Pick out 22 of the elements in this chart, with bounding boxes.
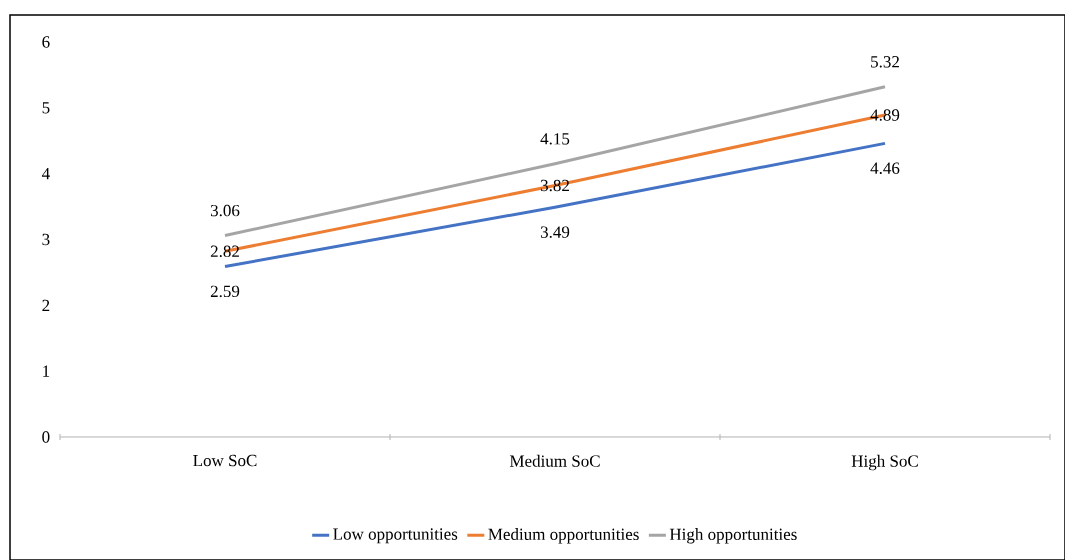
x-tick-label: Low SoC [193,454,257,467]
data-label: 3.49 [540,226,570,238]
y-tick-label: 2 [42,299,50,311]
legend-label: High opportunities [669,528,797,544]
y-tick-label: 4 [41,168,50,180]
y-tick-label: 0 [42,431,50,443]
data-label: 2.59 [210,285,240,298]
x-tick-label: High SoC [851,454,918,471]
data-label: 4.46 [870,162,900,175]
data-label: 2.82 [210,245,239,258]
data-label: 4.89 [870,109,900,121]
data-label: 3.82 [540,179,569,192]
legend-label: Medium opportunities [488,528,639,544]
legend-label: Low opportunities [333,528,458,544]
y-tick-label: 3 [42,233,50,246]
y-tick-label: 1 [43,365,50,377]
data-label: 4.15 [540,133,570,145]
x-tick-label: Medium SoC [509,454,600,467]
data-label: 3.06 [210,204,240,217]
y-tick-label: 5 [42,102,50,114]
y-tick-label: 6 [42,36,50,48]
data-label: 5.32 [871,56,899,68]
